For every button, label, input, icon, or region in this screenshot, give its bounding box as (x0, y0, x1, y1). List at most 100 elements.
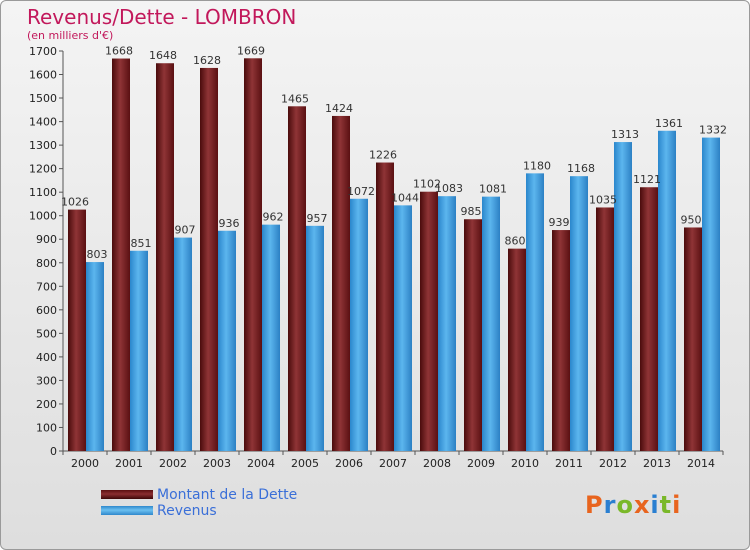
bar-revenus (130, 250, 148, 451)
bar-revenus (658, 130, 676, 451)
label-dette: 1121 (633, 173, 661, 186)
bar-revenus (438, 196, 456, 451)
bar-dette (464, 219, 482, 451)
logo-letter: o (616, 491, 634, 519)
bar-dette (640, 187, 658, 451)
bar-dette (68, 209, 86, 451)
bar-revenus (482, 196, 500, 451)
label-revenus: 962 (263, 211, 284, 224)
label-revenus: 803 (87, 248, 108, 261)
bar-revenus (86, 262, 104, 451)
bar-revenus (570, 176, 588, 452)
x-tick-label: 2006 (335, 457, 363, 470)
y-tick-label: 200 (36, 398, 57, 411)
y-tick-label: 1700 (29, 45, 57, 58)
bar-dette (552, 230, 570, 451)
bar-dette (112, 58, 130, 451)
y-tick-label: 300 (36, 374, 57, 387)
label-dette: 1226 (369, 149, 397, 162)
label-revenus: 1044 (391, 191, 419, 204)
y-tick-label: 900 (36, 233, 57, 246)
axes: 0 100 200 300 400 500 600 700 800 900 1000 1100 1200… (29, 45, 724, 470)
x-tick-label: 2002 (159, 457, 187, 470)
legend-label-revenus: Revenus (157, 503, 217, 519)
label-revenus: 1168 (567, 162, 595, 175)
y-tick-label: 1600 (29, 69, 57, 82)
y-tick-label: 100 (36, 421, 57, 434)
label-revenus: 1083 (435, 182, 463, 195)
bar-revenus (394, 205, 412, 451)
label-revenus: 1072 (347, 185, 375, 198)
label-revenus: 907 (175, 224, 196, 237)
bars (68, 58, 720, 452)
bar-dette (508, 248, 526, 451)
logo-letter: i (650, 491, 660, 519)
x-tick-label: 2005 (291, 457, 319, 470)
label-dette: 1628 (193, 54, 221, 67)
bar-dette (376, 162, 394, 451)
label-revenus: 1180 (523, 159, 551, 172)
logo-letter: t (659, 491, 673, 519)
x-tick-label: 2007 (379, 457, 407, 470)
y-tick-label: 1400 (29, 116, 57, 129)
bar-revenus (350, 198, 368, 451)
bar-dette (200, 67, 218, 452)
y-tick-label: 1300 (29, 139, 57, 152)
bar-revenus (526, 173, 544, 451)
label-revenus: 1332 (699, 124, 727, 137)
label-dette: 1035 (589, 193, 617, 206)
y-tick-label: 1200 (29, 163, 57, 176)
x-tick-label: 2012 (599, 457, 627, 470)
x-tick-label: 2000 (71, 457, 99, 470)
y-tick-label: 1000 (29, 210, 57, 223)
x-tick-label: 2009 (467, 457, 495, 470)
bar-revenus (702, 137, 720, 451)
legend-swatch-dette (101, 490, 153, 499)
bar-dette (156, 63, 174, 452)
legend-label-dette: Montant de la Dette (157, 487, 298, 503)
label-revenus: 957 (307, 212, 328, 225)
y-tick-label: 0 (50, 445, 57, 458)
label-dette: 1668 (105, 45, 133, 58)
label-dette: 950 (681, 213, 702, 226)
bar-dette (244, 58, 262, 451)
label-dette: 1465 (281, 92, 309, 105)
x-tick-label: 2011 (555, 457, 583, 470)
bar-revenus (174, 237, 192, 451)
y-tick-label: 1100 (29, 186, 57, 199)
y-tick-label: 600 (36, 304, 57, 317)
label-dette: 1669 (237, 44, 265, 57)
label-dette: 985 (461, 205, 482, 218)
bar-revenus (262, 224, 280, 451)
x-tick-label: 2014 (687, 457, 715, 470)
proxiti-logo: Proxiti (585, 491, 681, 519)
data-labels: 1026 803 1668 851 1648 907 1628 936 1669 962 1465 9… (61, 44, 727, 261)
y-tick-label: 500 (36, 327, 57, 340)
label-dette: 939 (549, 216, 570, 229)
label-revenus: 1081 (479, 183, 507, 196)
chart-subtitle: (en milliers d'€) (27, 29, 114, 42)
label-revenus: 851 (131, 237, 152, 250)
label-dette: 860 (505, 235, 526, 248)
y-tick-label: 1500 (29, 92, 57, 105)
label-dette: 1026 (61, 196, 89, 209)
x-tick-label: 2003 (203, 457, 231, 470)
bar-dette (332, 115, 350, 452)
label-revenus: 1361 (655, 117, 683, 130)
bar-revenus (218, 230, 236, 451)
bar-revenus (306, 225, 324, 451)
label-dette: 1102 (413, 178, 441, 191)
legend-swatch-revenus (101, 506, 153, 515)
label-dette: 1648 (149, 49, 177, 62)
logo-letter: P (585, 491, 604, 519)
x-tick-label: 2010 (511, 457, 539, 470)
x-tick-label: 2004 (247, 457, 275, 470)
y-tick-label: 400 (36, 351, 57, 364)
logo-letter: r (603, 491, 617, 519)
bar-dette (684, 227, 702, 451)
x-tick-label: 2008 (423, 457, 451, 470)
label-revenus: 1313 (611, 128, 639, 141)
x-tick-label: 2001 (115, 457, 143, 470)
